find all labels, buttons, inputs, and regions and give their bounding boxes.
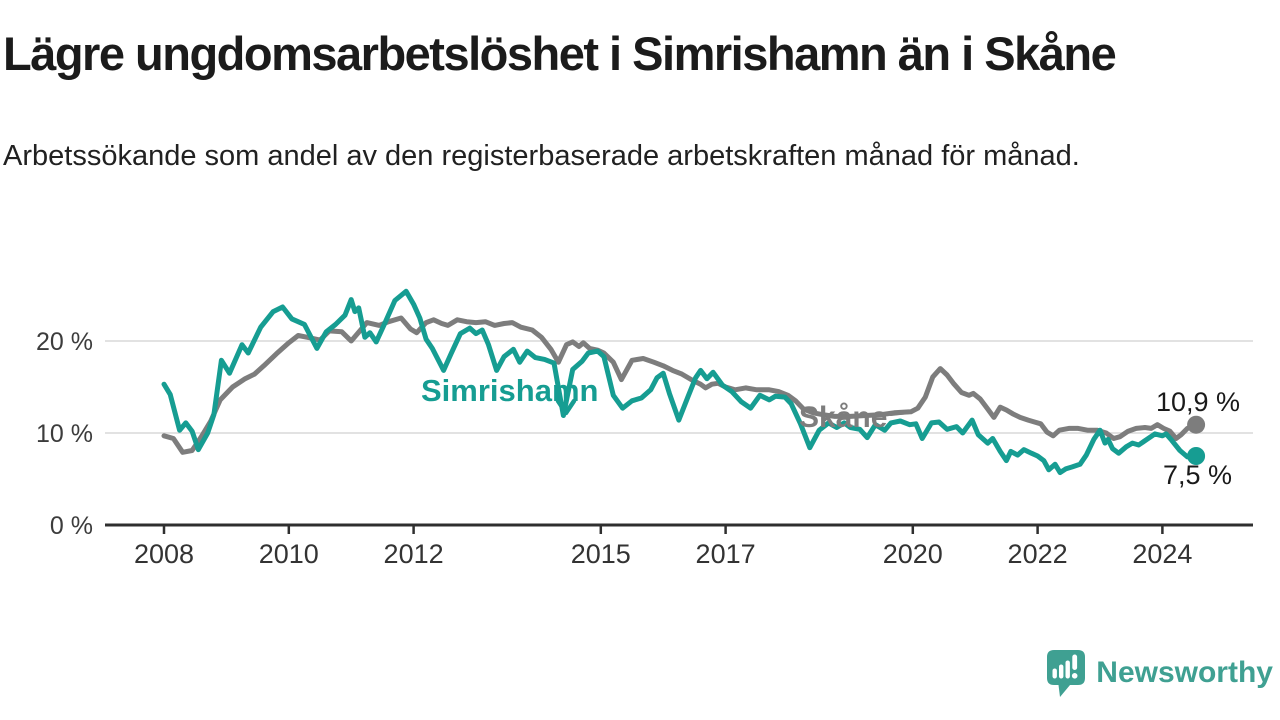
end-dot-skane <box>1187 415 1206 434</box>
newsworthy-brand: Newsworthy <box>1046 646 1273 700</box>
x-axis-label-2008: 2008 <box>134 539 194 569</box>
skane-label-connector-line <box>889 410 911 416</box>
y-axis-label-0: 0 % <box>50 512 93 540</box>
page-subtitle: Arbetssökande som andel av den registerb… <box>3 140 1080 172</box>
newsworthy-logo-text: Newsworthy <box>1096 656 1273 689</box>
end-value-simrishamn: 7,5 % <box>1163 460 1232 490</box>
end-value-skane: 10,9 % <box>1156 387 1240 417</box>
series-label-simrishamn: Simrishamn <box>421 373 598 408</box>
x-axis-label-2020: 2020 <box>883 539 943 569</box>
logo-bar-large <box>1065 660 1071 678</box>
x-axis-label-2010: 2010 <box>259 539 319 569</box>
x-axis-label-2015: 2015 <box>571 539 631 569</box>
y-axis-label-20: 20 % <box>36 328 93 356</box>
end-dot-simrishamn <box>1187 447 1206 465</box>
logo-exclamation-dot <box>1072 672 1078 679</box>
series-label-skane: Skåne <box>799 401 887 434</box>
unemployment-line-chart: 0 % 10 % 20 % 2008 2010 2012 2015 2017 2020 2022 2… <box>36 288 1253 569</box>
x-axis-label-2017: 2017 <box>696 539 756 569</box>
page-title: Lägre ungdomsarbetslöshet i Simrishamn ä… <box>3 27 1117 80</box>
x-axis-label-2022: 2022 <box>1008 539 1068 569</box>
line-simrishamn <box>161 288 1199 476</box>
line-skane <box>161 315 1199 455</box>
logo-exclamation-bar <box>1072 654 1078 670</box>
logo-bar-small <box>1052 668 1058 678</box>
newsworthy-bubble-chart-icon <box>1047 649 1086 697</box>
simrishamn-label-arrow-icon <box>555 398 577 416</box>
logo-bar-medium <box>1059 664 1064 678</box>
y-axis-label-10: 10 % <box>36 420 93 448</box>
x-axis-label-2012: 2012 <box>384 539 444 569</box>
x-axis-label-2024: 2024 <box>1132 539 1192 569</box>
